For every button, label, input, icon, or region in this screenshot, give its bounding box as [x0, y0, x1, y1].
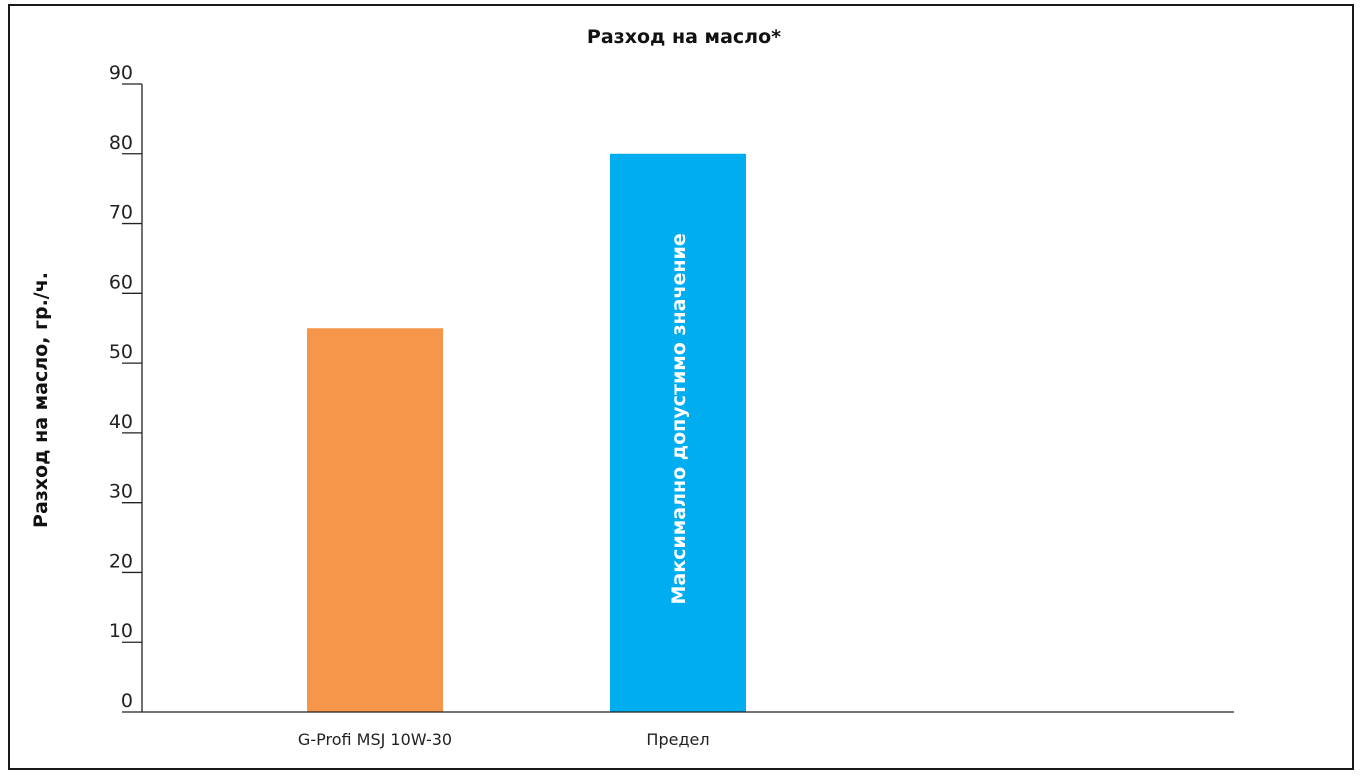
x-category-label: G-Profi MSJ 10W-30: [298, 730, 452, 749]
x-axis: G-Profi MSJ 10W-30 Предел: [142, 711, 1234, 749]
y-tick-label: 50: [109, 341, 133, 363]
y-tick-label: 90: [109, 62, 133, 84]
y-tick-label: 60: [109, 271, 133, 293]
y-tick-label: 10: [109, 620, 133, 642]
y-axis: 0 10 20 30 40 50 60 70 80 90: [109, 62, 143, 713]
y-tick-label: 20: [109, 550, 133, 572]
y-tick-label: 70: [109, 202, 133, 224]
y-tick-label: 80: [109, 132, 133, 154]
x-category-label: Предел: [646, 730, 709, 749]
chart-title: Разход на масло*: [587, 26, 781, 48]
bar-label: Максимално допустимо значение: [668, 233, 690, 604]
bar-1: [307, 328, 443, 712]
y-tick-label: 40: [109, 411, 133, 433]
bar-2: [610, 153, 746, 712]
y-axis-label: Разход на масло, гр./ч.: [30, 272, 52, 528]
y-tick-label: 30: [109, 481, 133, 503]
y-tick-label: 0: [121, 690, 133, 712]
bars: Максимално допустимо значение: [307, 153, 746, 712]
